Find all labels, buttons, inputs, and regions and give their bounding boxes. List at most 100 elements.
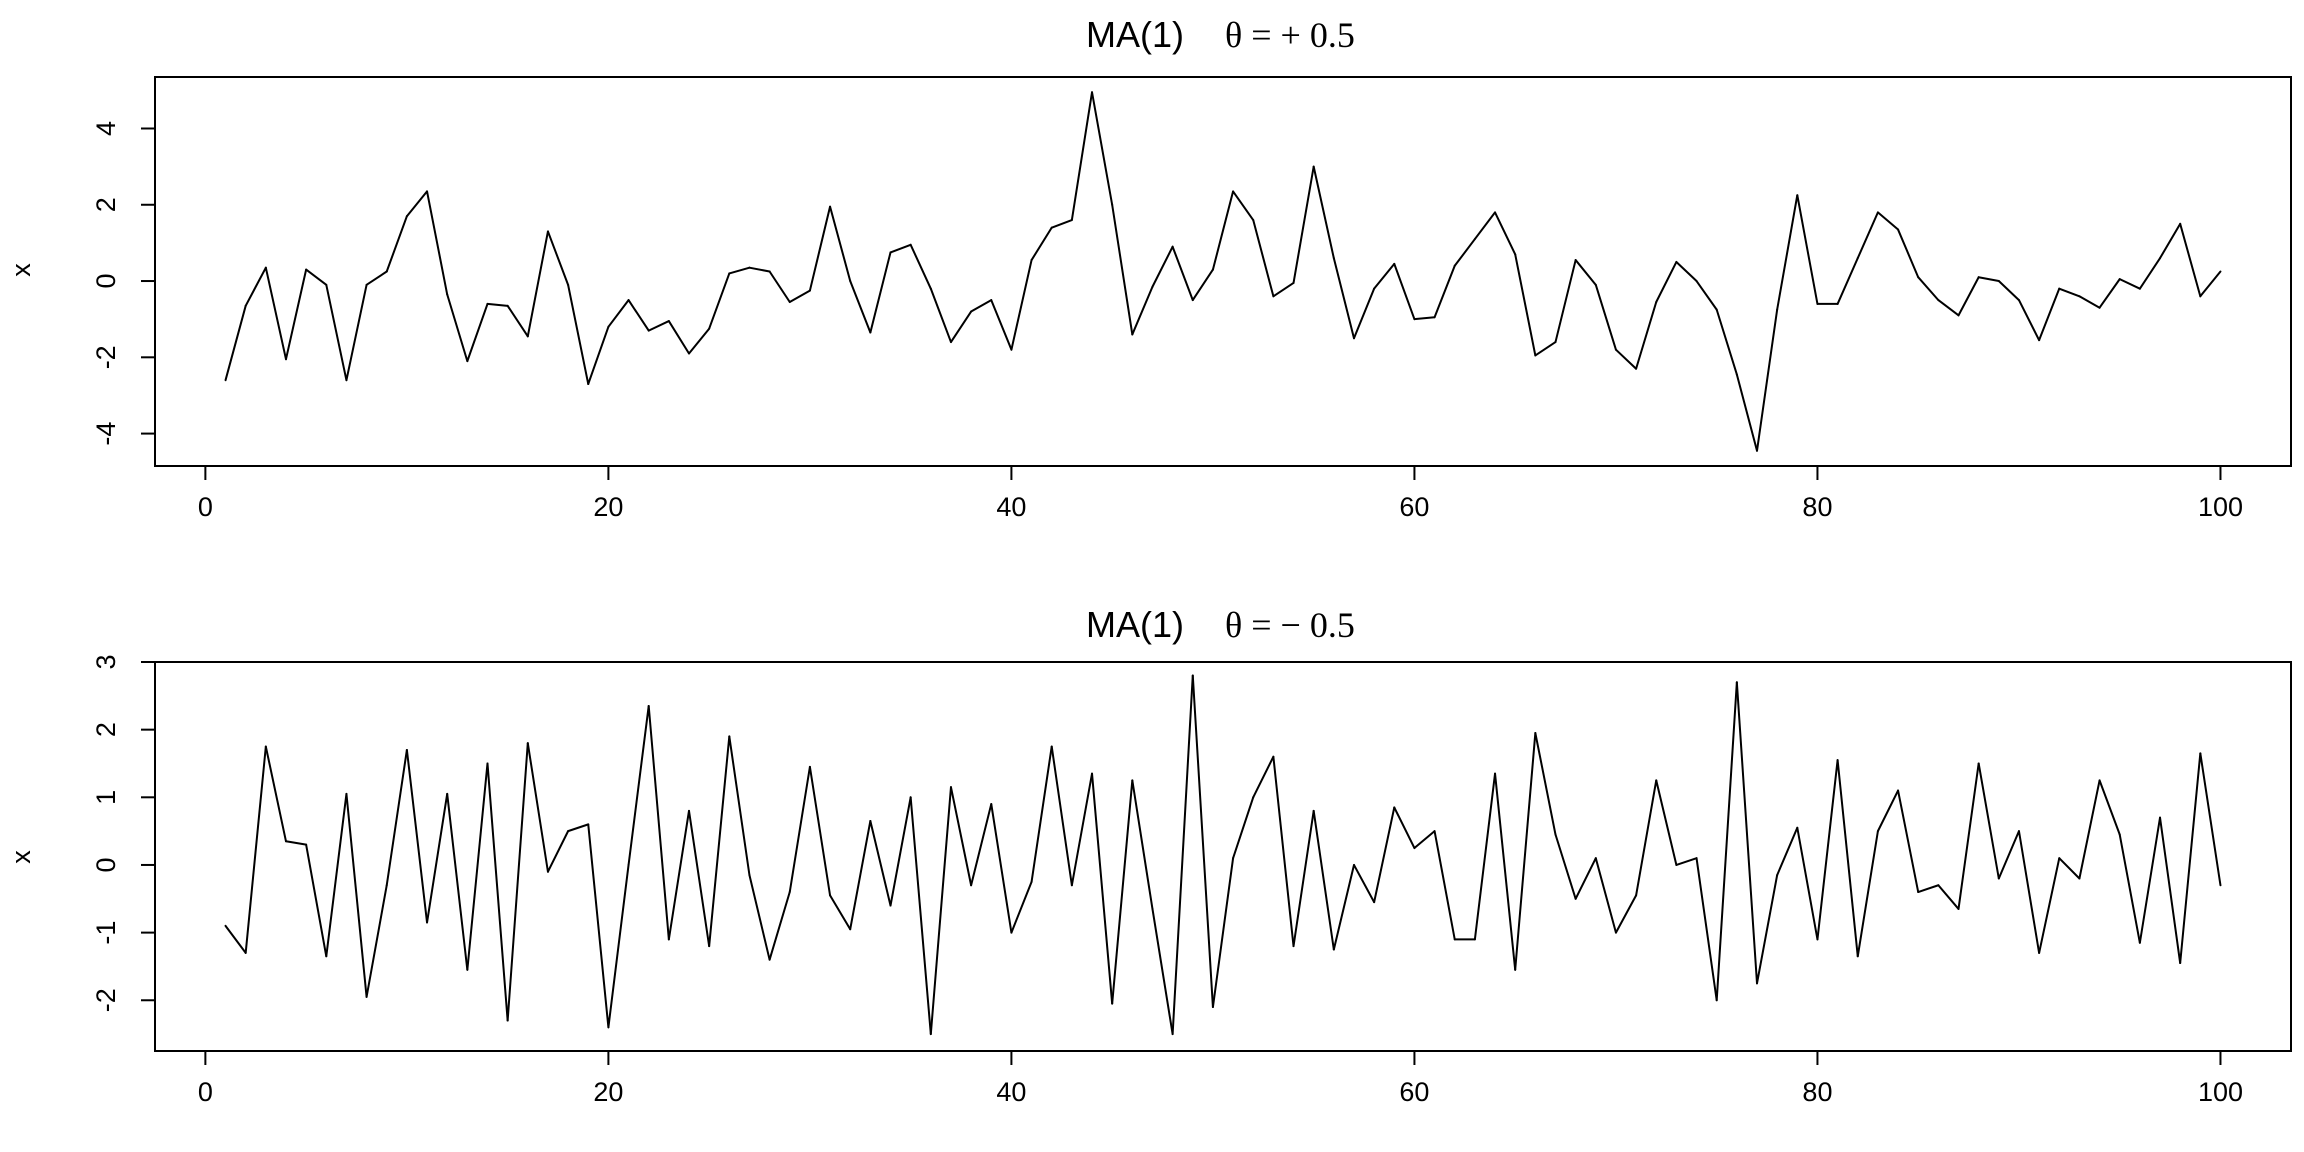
y-axis-top: -4 -2 0 2 4 <box>91 121 156 446</box>
series-segment <box>526 742 549 873</box>
series-segment <box>1030 745 1053 883</box>
series-segment <box>607 299 630 328</box>
series-segment <box>808 765 832 897</box>
series-segment <box>1735 681 1758 985</box>
series-segment <box>627 704 650 866</box>
series-segment <box>1695 857 1718 1002</box>
y-axis-label-bottom: x <box>6 850 36 864</box>
series-segment <box>1735 373 1758 452</box>
series-segment <box>1917 884 1940 894</box>
series-top <box>224 91 2222 452</box>
y-axis-bottom: -2 -1 0 1 2 3 <box>91 654 156 1012</box>
series-segment <box>1393 806 1416 850</box>
x-tick-label: 40 <box>996 1077 1026 1107</box>
series-segment <box>1655 779 1678 866</box>
series-segment <box>325 792 348 958</box>
series-segment <box>748 874 771 961</box>
series-segment <box>1191 268 1214 302</box>
series-segment <box>1796 194 1819 305</box>
x-axis-top: 0 20 40 60 80 100 <box>198 465 2243 522</box>
series-segment <box>325 283 348 382</box>
series-segment <box>2138 816 2162 944</box>
series-segment <box>1091 772 1114 1005</box>
series-segment <box>1534 341 1557 357</box>
series-segment <box>869 819 892 907</box>
series-segment <box>1876 789 1900 833</box>
y-tick-label: 0 <box>91 274 121 289</box>
series-segment <box>970 803 993 887</box>
series-segment <box>1796 826 1819 941</box>
series-segment <box>1897 228 1920 279</box>
x-tick-label: 20 <box>593 1077 623 1107</box>
series-segment <box>1232 190 1255 222</box>
series-segment <box>627 299 650 332</box>
series-segment <box>264 745 287 843</box>
series-segment <box>1030 226 1053 262</box>
series-segment <box>1937 299 1960 317</box>
series-segment <box>1171 245 1194 302</box>
series-segment <box>829 205 852 283</box>
series-segment <box>1393 262 1416 321</box>
chart-title-param-bottom: θ = − 0.5 <box>1225 605 1355 645</box>
series-segment <box>647 320 670 332</box>
y-tick-label: 3 <box>91 654 121 669</box>
x-tick-label: 100 <box>2198 1077 2243 1107</box>
series-segment <box>385 215 408 273</box>
series-segment <box>849 280 872 334</box>
plot-frame-top <box>154 76 2292 467</box>
series-segment <box>526 230 549 338</box>
series-segment <box>1957 276 1980 317</box>
series-segment <box>1675 260 1698 283</box>
series-segment <box>2118 278 2141 290</box>
series-segment <box>768 891 791 961</box>
series-segment <box>929 786 952 1036</box>
y-tick-label: 0 <box>91 857 121 872</box>
series-segment <box>929 287 952 344</box>
series-segment <box>1514 253 1537 357</box>
series-segment <box>2199 270 2222 298</box>
series-segment <box>587 325 610 386</box>
series-segment <box>2159 222 2182 260</box>
series-segment <box>1010 880 1033 934</box>
series-segment <box>1413 316 1436 321</box>
series-segment <box>587 823 610 1029</box>
series-segment <box>1554 833 1577 900</box>
series-segment <box>1514 732 1537 971</box>
series-segment <box>708 735 731 948</box>
series-segment <box>2098 278 2121 309</box>
x-tick-label: 60 <box>1399 1077 1429 1107</box>
y-tick-label: -2 <box>91 988 121 1012</box>
y-tick-label: 2 <box>91 722 121 737</box>
series-segment <box>284 268 308 361</box>
series-segment <box>1635 779 1658 897</box>
series-segment <box>1836 257 1859 305</box>
series-segment <box>1776 826 1799 877</box>
series-segment <box>1252 219 1275 298</box>
x-tick-label: 100 <box>2198 492 2243 522</box>
series-segment <box>1352 287 1376 340</box>
series-segment <box>345 283 368 382</box>
series-segment <box>426 792 449 924</box>
series-segment <box>1756 308 1779 452</box>
x-tick-label: 20 <box>593 492 623 522</box>
series-segment <box>2058 857 2081 880</box>
series-segment <box>365 884 388 998</box>
series-segment <box>1111 203 1134 336</box>
series-segment <box>970 299 993 313</box>
series-segment <box>1997 280 2020 302</box>
series-segment <box>688 809 711 948</box>
series-segment <box>1332 257 1355 340</box>
series-segment <box>2078 295 2101 309</box>
x-axis-bottom: 0 20 40 60 80 100 <box>198 1050 2243 1107</box>
series-segment <box>1252 755 1275 799</box>
x-tick-label: 0 <box>198 492 213 522</box>
series-segment <box>446 293 469 363</box>
x-tick-label: 80 <box>1802 492 1832 522</box>
series-segment <box>1494 211 1517 256</box>
series-segment <box>2159 816 2182 965</box>
series-segment <box>1937 884 1960 910</box>
series-segment <box>1715 308 1738 376</box>
panel-bottom: MA(1) θ = − 0.5 x 0 20 40 60 80 100 -2 -1 0 1 2 3 <box>6 604 2292 1107</box>
x-tick-label: 40 <box>996 492 1026 522</box>
series-segment <box>667 809 690 941</box>
